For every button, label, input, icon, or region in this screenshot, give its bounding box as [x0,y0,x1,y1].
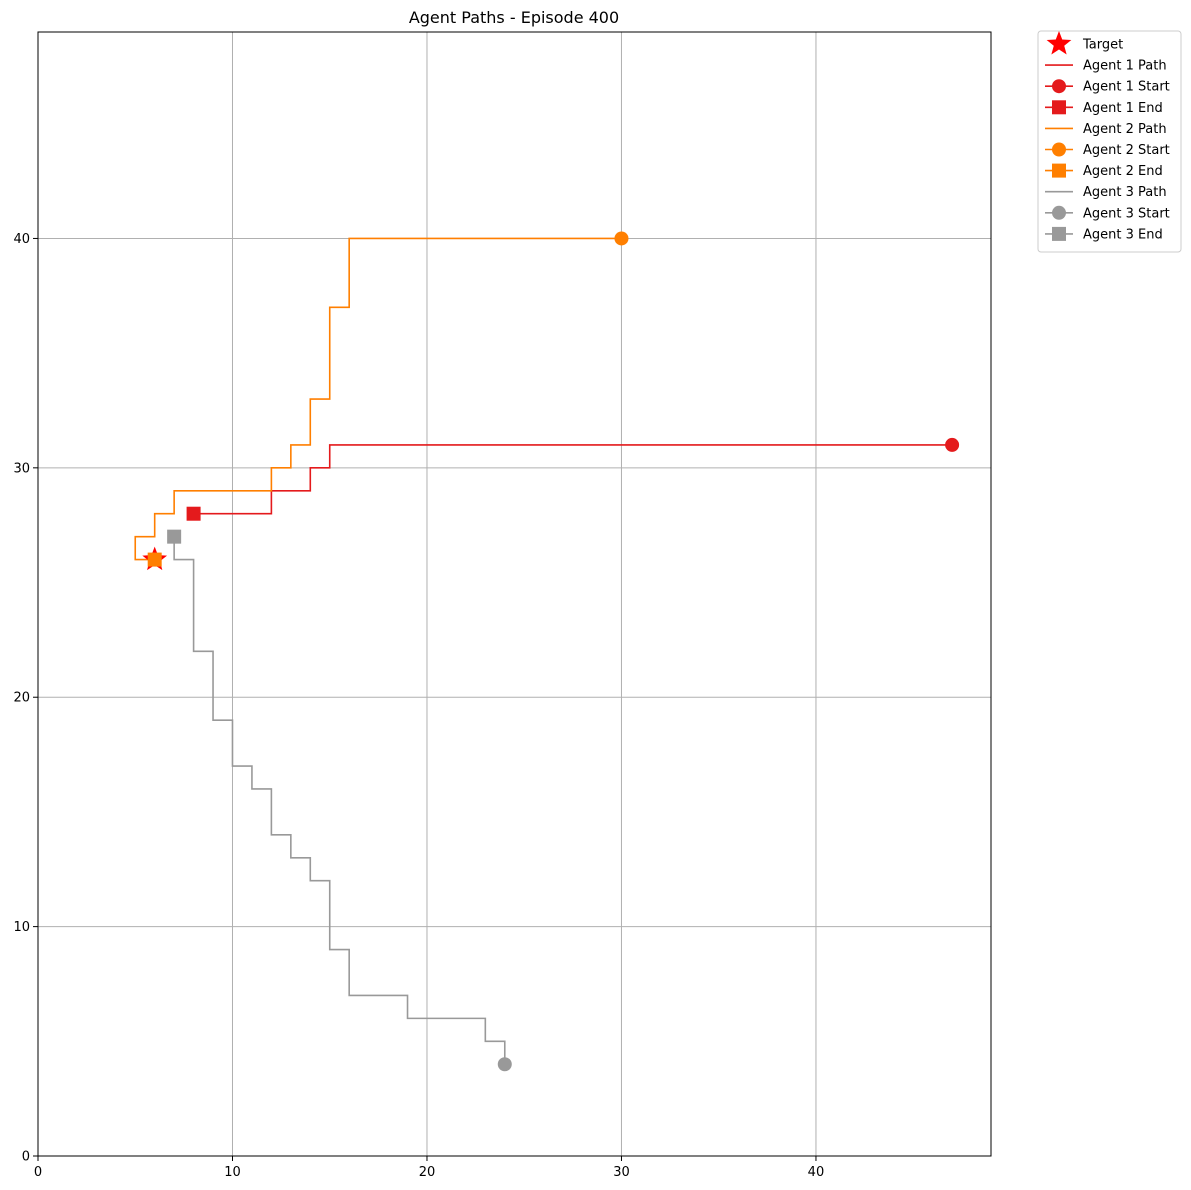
x-tick-label: 0 [34,1165,42,1180]
legend-agent-3-start-handle [1052,205,1066,220]
agent-1-start-marker [945,437,960,452]
agent-3-path [173,536,506,1065]
legend-agent-3-path-label: Agent 3 Path [1083,185,1167,200]
legend-agent-2-start-handle [1052,142,1066,157]
grid-lines [37,32,991,1157]
x-tick-label: 10 [224,1165,241,1180]
agent-2-path [134,237,622,561]
legend-agent-2-path-label: Agent 2 Path [1083,122,1167,137]
legend-agent-3-start-label: Agent 3 Start [1083,206,1170,221]
legend-agent-1-start-handle [1052,79,1066,94]
y-tick-label: 10 [13,920,30,935]
legend-agent-2-end-handle [1052,163,1066,178]
agent-2-start-marker [614,231,629,246]
series-lines [134,237,953,1065]
legend-agent-1-end-label: Agent 1 End [1083,101,1163,116]
legend-agent-2-end-label: Agent 2 End [1083,164,1163,179]
agent-1-end-marker [186,506,201,521]
legend-agent-3-end-handle [1052,226,1066,241]
y-tick-label: 20 [13,691,30,706]
legend-agent-1-path-label: Agent 1 Path [1083,59,1167,74]
legend-agent-1-end-handle [1052,100,1066,115]
agent-3-end-marker [167,529,182,544]
legend-target-label: Target [1082,38,1123,53]
y-tick-label: 30 [13,461,30,476]
y-tick-label: 40 [13,232,30,247]
x-tick-label: 20 [419,1165,436,1180]
legend-agent-2-start-label: Agent 2 Start [1083,143,1170,158]
x-tick-label: 40 [808,1165,825,1180]
legend-agent-3-end-label: Agent 3 End [1083,227,1163,242]
chart-title: Agent Paths - Episode 400 [409,8,619,27]
y-tick-label: 0 [22,1150,30,1165]
legend-target-handle [1046,31,1072,55]
axis-ticks: 0 10 20 30 40 0 10 20 30 40 [13,232,824,1180]
agent-3-start-marker [497,1057,512,1072]
x-tick-label: 30 [613,1165,630,1180]
agent-2-end-marker [147,552,162,567]
legend-frame [1037,30,1182,253]
legend: Target Agent 1 Path Agent 1 Start Agent 1 E… [1037,30,1182,253]
agent-1-path [193,444,953,515]
plot-frame [37,31,992,1157]
series-markers [142,231,960,1072]
legend-agent-1-start-label: Agent 1 Start [1083,80,1170,95]
